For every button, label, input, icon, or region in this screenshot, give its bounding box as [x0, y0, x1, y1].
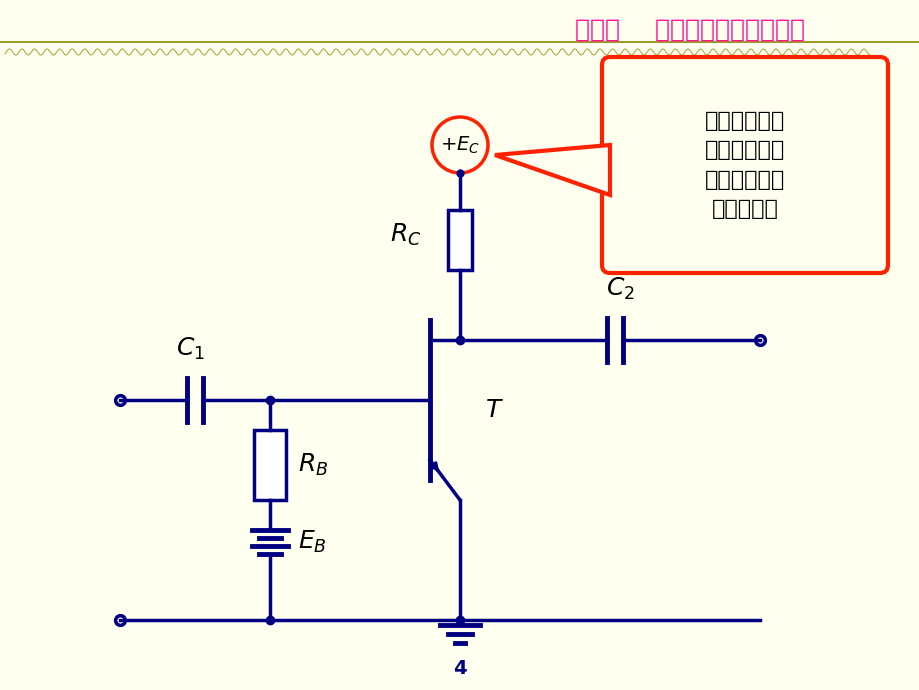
Text: $C_1$: $C_1$ [176, 336, 204, 362]
Circle shape [432, 117, 487, 173]
Polygon shape [494, 145, 609, 195]
FancyBboxPatch shape [254, 430, 286, 500]
Text: $E_B$: $E_B$ [298, 529, 326, 555]
FancyBboxPatch shape [601, 57, 887, 273]
Text: $+E_C$: $+E_C$ [439, 135, 480, 156]
Text: 第二节    单管共发射极放大电路: 第二节 单管共发射极放大电路 [574, 18, 804, 42]
Text: $R_B$: $R_B$ [298, 452, 328, 478]
Text: $T$: $T$ [484, 398, 504, 422]
Text: 4: 4 [453, 658, 466, 678]
FancyBboxPatch shape [448, 210, 471, 270]
Text: 集电极电源，
为电路提供能
量。并保证集
电结反偏。: 集电极电源， 为电路提供能 量。并保证集 电结反偏。 [704, 110, 784, 219]
Text: $C_2$: $C_2$ [605, 276, 634, 302]
Text: $R_C$: $R_C$ [390, 222, 422, 248]
